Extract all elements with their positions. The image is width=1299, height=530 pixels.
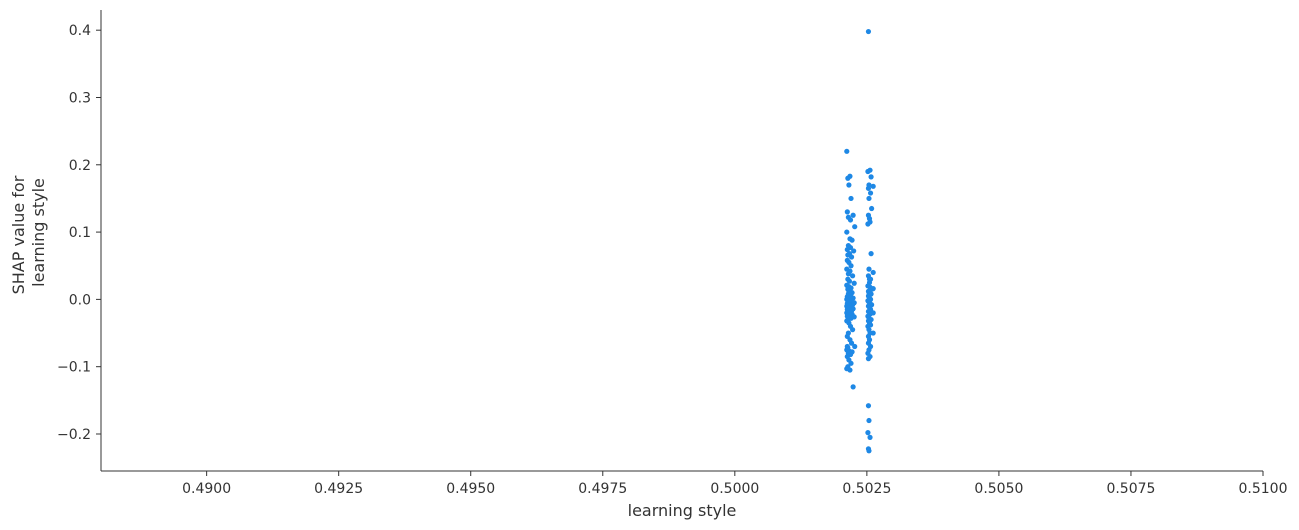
x-tick-label: 0.4925	[314, 481, 363, 497]
y-axis-title-line-2: learning style	[29, 178, 48, 287]
x-tick-label: 0.5025	[842, 481, 891, 497]
scatter-point	[851, 248, 857, 254]
scatter-point	[847, 367, 853, 373]
scatter-point	[845, 271, 851, 277]
y-tick-label: 0.3	[69, 90, 91, 106]
scatter-point	[852, 343, 858, 350]
scatter-point	[866, 266, 872, 272]
scatter-point	[844, 209, 850, 215]
scatter-point	[868, 251, 874, 257]
scatter-point	[870, 286, 876, 292]
scatter-point	[866, 319, 873, 325]
scatter-point	[846, 182, 852, 188]
scatter-point	[851, 280, 857, 286]
y-axis-ticks: −0.2 −0.1 0.0 0.1 0.2 0.3 0.4	[57, 23, 101, 443]
x-axis-ticks: 0.4900 0.4925 0.4950 0.4975 0.5000 0.5025 0.50…	[182, 471, 1288, 497]
scatter-point	[870, 330, 876, 336]
y-tick-label: −0.1	[57, 360, 91, 376]
scatter-point	[865, 28, 872, 35]
x-tick-label: 0.4900	[182, 481, 231, 497]
scatter-point	[849, 237, 855, 243]
scatter-point	[846, 290, 852, 296]
scatter-point	[867, 434, 873, 440]
scatter-point	[848, 340, 855, 346]
y-tick-label: 0.1	[69, 225, 91, 241]
scatter-point	[865, 356, 872, 362]
scatter-point	[846, 278, 853, 284]
scatter-point	[848, 254, 855, 260]
scatter-point	[865, 168, 871, 175]
plot-area	[844, 28, 876, 454]
scatter-point	[844, 148, 850, 154]
scatter-point	[850, 327, 856, 333]
scatter-point	[870, 183, 876, 189]
scatter-point	[867, 190, 874, 196]
scatter-point	[850, 384, 856, 390]
scatter-point	[866, 417, 872, 424]
y-tick-label: 0.0	[69, 292, 91, 308]
scatter-point	[865, 221, 871, 227]
x-tick-label: 0.5050	[974, 481, 1023, 497]
x-tick-label: 0.4950	[446, 481, 495, 497]
x-axis-title: learning style	[628, 501, 737, 520]
scatter-point	[848, 263, 854, 269]
scatter-point	[850, 212, 856, 218]
scatter-point	[865, 403, 872, 409]
y-tick-label: 0.4	[69, 23, 91, 39]
scatter-point	[866, 195, 872, 202]
scatter-point	[866, 276, 873, 282]
y-tick-label: −0.2	[57, 427, 91, 443]
scatter-points	[844, 28, 876, 454]
scatter-point	[866, 448, 872, 454]
scatter-point	[847, 217, 854, 223]
y-axis-title: SHAP value for learning style	[9, 171, 48, 295]
scatter-point	[844, 246, 850, 253]
x-tick-label: 0.5000	[710, 481, 759, 497]
scatter-point	[869, 205, 875, 212]
scatter-point	[868, 174, 874, 180]
scatter-point	[844, 343, 850, 350]
y-tick-label: 0.2	[69, 158, 91, 174]
scatter-point	[865, 185, 872, 191]
x-tick-label: 0.5100	[1239, 481, 1288, 497]
y-axis-title-line-1: SHAP value for	[9, 175, 28, 294]
scatter-point	[850, 273, 856, 279]
scatter-point	[848, 360, 854, 366]
scatter-point	[870, 269, 876, 276]
scatter-point	[844, 229, 850, 235]
x-tick-label: 0.5075	[1106, 481, 1155, 497]
scatter-point	[845, 175, 851, 181]
scatter-point	[848, 195, 854, 202]
x-tick-label: 0.4975	[578, 481, 627, 497]
scatter-point	[865, 430, 871, 436]
scatter-point	[852, 224, 858, 230]
